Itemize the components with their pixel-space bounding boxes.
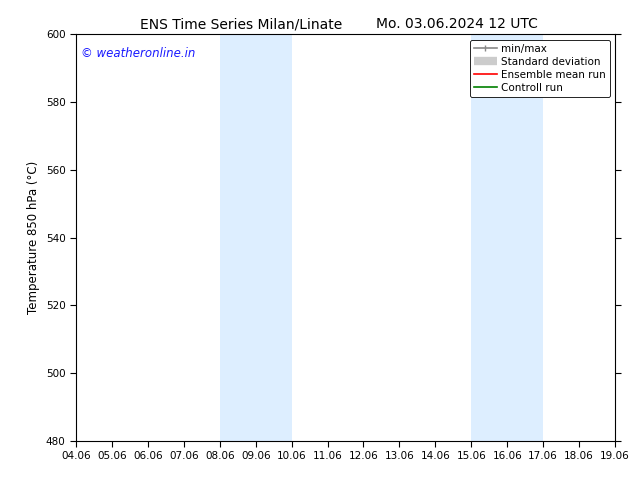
Text: © weatheronline.in: © weatheronline.in — [81, 47, 196, 59]
Text: ENS Time Series Milan/Linate: ENS Time Series Milan/Linate — [139, 17, 342, 31]
Bar — [256, 34, 292, 441]
Bar — [471, 34, 507, 441]
Bar — [507, 34, 543, 441]
Y-axis label: Temperature 850 hPa (°C): Temperature 850 hPa (°C) — [27, 161, 41, 314]
Legend: min/max, Standard deviation, Ensemble mean run, Controll run: min/max, Standard deviation, Ensemble me… — [470, 40, 610, 97]
Text: Mo. 03.06.2024 12 UTC: Mo. 03.06.2024 12 UTC — [375, 17, 538, 31]
Bar — [220, 34, 256, 441]
